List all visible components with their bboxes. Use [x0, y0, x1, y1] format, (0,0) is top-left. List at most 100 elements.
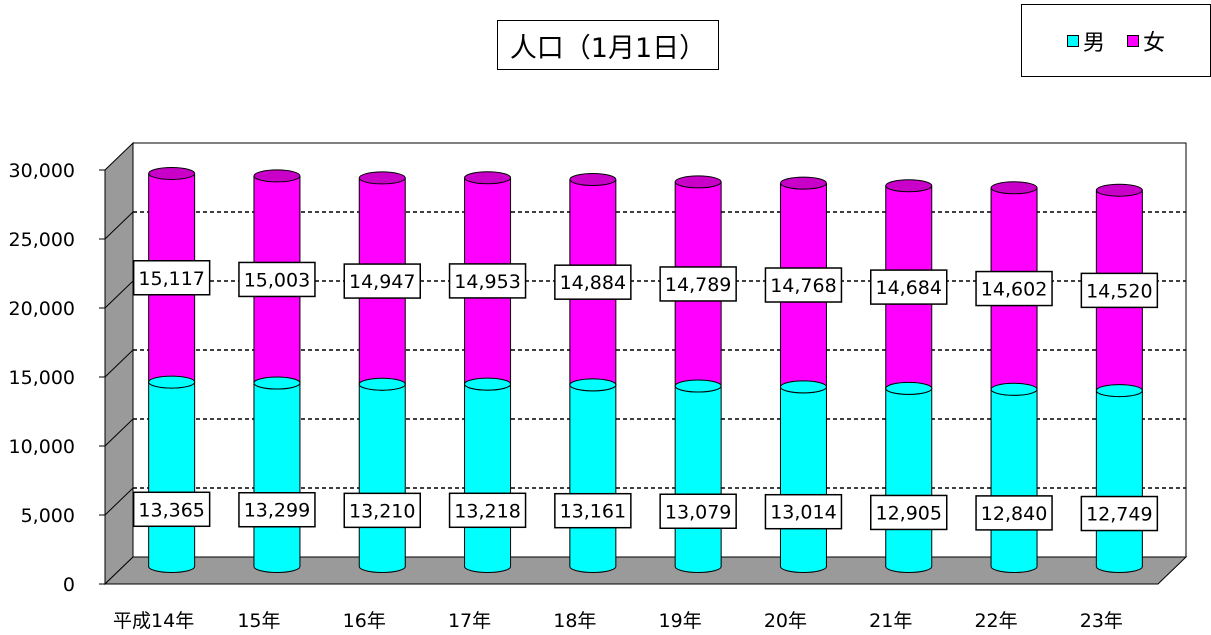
- bar-segment-male: [780, 386, 827, 567]
- data-label-text: 13,218: [454, 500, 520, 522]
- data-label-text: 12,749: [1086, 504, 1152, 526]
- data-label-box: [659, 493, 737, 530]
- bar-cap-female: [464, 171, 512, 185]
- data-label-female: 15,117: [132, 260, 211, 296]
- data-label-box: [554, 264, 632, 300]
- chart-title: 人口（1月1日）: [497, 20, 719, 70]
- y-tick-label: 30,000: [9, 160, 75, 182]
- data-label-text: 13,299: [244, 500, 310, 522]
- bar-segment-male: [359, 384, 406, 567]
- gridline-wall: [104, 211, 134, 240]
- data-label-male: 13,299: [238, 491, 316, 528]
- gridline-wall: [104, 487, 134, 516]
- x-tick-label: 16年: [343, 610, 386, 632]
- bar-cap-male: [464, 377, 512, 391]
- data-label-box: [975, 270, 1053, 307]
- bar-segment-male: [1096, 390, 1143, 567]
- bar-segment-male: [148, 382, 195, 567]
- data-label-text: 14,947: [349, 271, 415, 293]
- data-label-text: 13,365: [138, 499, 204, 521]
- data-label-box: [238, 491, 316, 528]
- y-tick-label: 20,000: [9, 298, 75, 320]
- data-label-female: 14,768: [764, 267, 843, 303]
- data-label-male: 12,905: [870, 494, 948, 531]
- bar-segment-male: [464, 384, 511, 567]
- bar-cap-male: [253, 376, 301, 390]
- chart-title-text: 人口（1月1日）: [509, 32, 707, 64]
- y-tick-label: 0: [63, 574, 75, 596]
- bar-cap-female: [779, 176, 827, 190]
- data-label-male: 13,218: [448, 492, 527, 529]
- x-tick-label: 平成14年: [113, 610, 194, 632]
- data-label-text: 13,161: [560, 501, 626, 523]
- x-tick-label: 23年: [1080, 610, 1123, 632]
- bar-cap-female: [569, 172, 617, 186]
- x-tick-label: 18年: [553, 610, 596, 632]
- gridline-wall: [104, 280, 134, 309]
- x-tick-label: 21年: [869, 610, 912, 632]
- data-label-box: [1080, 272, 1159, 309]
- data-label-box: [448, 492, 527, 529]
- data-label-text: 15,117: [138, 268, 204, 290]
- data-label-text: 14,602: [981, 279, 1047, 301]
- bar-cap-female: [1095, 183, 1143, 197]
- data-label-male: 13,161: [554, 492, 632, 529]
- bar-segment-male: [991, 389, 1038, 567]
- bar-cap-female: [885, 179, 933, 193]
- x-tick-label: 15年: [237, 610, 280, 632]
- data-label-male: 13,014: [764, 493, 843, 530]
- legend-label-male: 男: [1082, 30, 1105, 56]
- y-tick-label: 10,000: [9, 436, 75, 458]
- data-label-male: 13,079: [659, 493, 737, 530]
- x-axis-ticks: 平成14年 15年 16年 17年 18年 19年 20年 21年 22年 23年: [113, 610, 1123, 632]
- bar-cap-male: [569, 378, 617, 392]
- data-label-box: [870, 494, 948, 531]
- bar-stack: [253, 169, 301, 573]
- data-label-text: 14,684: [876, 277, 942, 299]
- data-label-box: [343, 492, 421, 529]
- data-label-male: 13,365: [132, 491, 211, 528]
- data-label-box: [343, 263, 421, 299]
- legend-label-female: 女: [1143, 30, 1166, 56]
- bar-cap-male: [885, 381, 933, 395]
- data-label-male: 13,210: [343, 492, 421, 529]
- data-label-male: 12,840: [975, 495, 1053, 531]
- bar-segment-male: [675, 386, 722, 567]
- x-tick-label: 19年: [659, 610, 702, 632]
- data-label-box: [975, 495, 1053, 531]
- y-tick-label: 15,000: [9, 367, 75, 389]
- data-label-text: 15,003: [244, 269, 310, 291]
- data-label-text: 13,210: [349, 500, 415, 522]
- bar-cap-female: [990, 181, 1038, 195]
- data-label-text: 12,840: [981, 503, 1047, 525]
- bar-cap-male: [1095, 384, 1143, 398]
- data-label-box: [1080, 495, 1159, 532]
- data-label-text: 14,768: [770, 275, 836, 297]
- data-label-text: 14,953: [454, 271, 520, 293]
- x-tick-label: 17年: [448, 610, 491, 632]
- data-label-box: [238, 261, 316, 298]
- gridline-wall: [104, 418, 134, 447]
- legend-swatch-male: [1066, 34, 1079, 47]
- data-label-text: 14,789: [665, 274, 731, 296]
- bar-cap-male: [148, 375, 196, 389]
- data-label-box: [870, 269, 948, 305]
- bar-segment-male: [885, 388, 932, 567]
- data-label-female: 14,884: [554, 264, 632, 300]
- data-label-female: 14,953: [448, 263, 527, 299]
- data-label-text: 14,520: [1086, 280, 1152, 302]
- data-label-text: 14,884: [560, 272, 626, 294]
- bar-cap-male: [674, 379, 722, 393]
- data-label-female: 14,789: [659, 266, 737, 302]
- data-label-text: 12,905: [876, 502, 942, 524]
- data-label-male: 12,749: [1080, 495, 1159, 532]
- data-label-female: 14,684: [870, 269, 948, 305]
- bar-segment-male: [569, 384, 616, 567]
- data-label-female: 15,003: [238, 261, 316, 298]
- bar-segment-male: [253, 382, 300, 567]
- data-label-box: [659, 266, 737, 302]
- legend-item-female: 女: [1127, 25, 1165, 57]
- bar-cap-male: [990, 382, 1038, 396]
- data-label-box: [554, 492, 632, 529]
